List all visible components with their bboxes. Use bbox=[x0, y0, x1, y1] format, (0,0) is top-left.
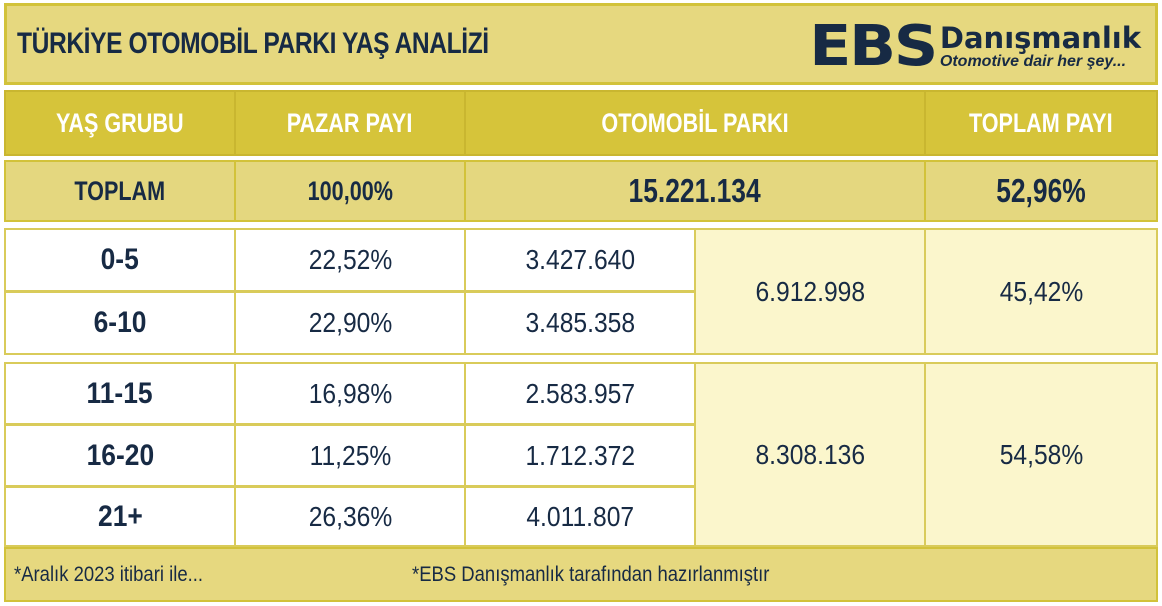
logo-tagline: Otomotive dair her şey... bbox=[939, 52, 1127, 70]
total-share: 100,00% bbox=[234, 160, 466, 222]
title-bar: TÜRKİYE OTOMOBİL PARKI YAŞ ANALİZİ EBS D… bbox=[4, 3, 1158, 85]
subtotal-park-cell: 8.308.136 bbox=[694, 362, 926, 547]
subtotal-park-cell: 6.912.998 bbox=[694, 228, 926, 355]
age-group-cell: 11-15 bbox=[4, 362, 236, 425]
column-header-age-group: YAŞ GRUBU bbox=[4, 90, 236, 156]
subtotal-share-cell: 54,58% bbox=[924, 362, 1158, 547]
footer-note-source: *EBS Danışmanlık tarafından hazırlanmışt… bbox=[412, 562, 770, 586]
logo-name: Danışmanlık bbox=[939, 20, 1141, 55]
page-title: TÜRKİYE OTOMOBİL PARKI YAŞ ANALİZİ bbox=[17, 27, 489, 60]
total-total-share: 52,96% bbox=[924, 160, 1158, 222]
age-group-cell: 16-20 bbox=[4, 424, 236, 487]
ebs-logo: EBS Danışmanlık Otomotive dair her şey..… bbox=[809, 14, 1141, 79]
footer-note-date: *Aralık 2023 itibari ile... bbox=[14, 562, 204, 586]
market-share-cell: 11,25% bbox=[234, 424, 466, 487]
market-share-cell: 22,90% bbox=[234, 291, 466, 355]
logo-mark: EBS bbox=[808, 14, 938, 79]
market-share-cell: 16,98% bbox=[234, 362, 466, 425]
car-park-cell: 2.583.957 bbox=[464, 362, 696, 425]
total-label: TOPLAM bbox=[4, 160, 236, 222]
car-park-cell: 1.712.372 bbox=[464, 424, 696, 487]
age-group-cell: 21+ bbox=[4, 486, 236, 547]
age-group-cell: 0-5 bbox=[4, 228, 236, 292]
total-park: 15.221.134 bbox=[464, 160, 926, 222]
footer: *Aralık 2023 itibari ile... *EBS Danışma… bbox=[4, 547, 1158, 602]
car-park-cell: 3.485.358 bbox=[464, 291, 696, 355]
column-header-car-park: OTOMOBİL PARKI bbox=[464, 90, 926, 156]
subtotal-share-cell: 45,42% bbox=[924, 228, 1158, 355]
car-park-cell: 4.011.807 bbox=[464, 486, 696, 547]
column-header-market-share: PAZAR PAYI bbox=[234, 90, 466, 156]
car-park-cell: 3.427.640 bbox=[464, 228, 696, 292]
age-group-cell: 6-10 bbox=[4, 291, 236, 355]
column-header-total-share: TOPLAM PAYI bbox=[924, 90, 1158, 156]
market-share-cell: 26,36% bbox=[234, 486, 466, 547]
market-share-cell: 22,52% bbox=[234, 228, 466, 292]
